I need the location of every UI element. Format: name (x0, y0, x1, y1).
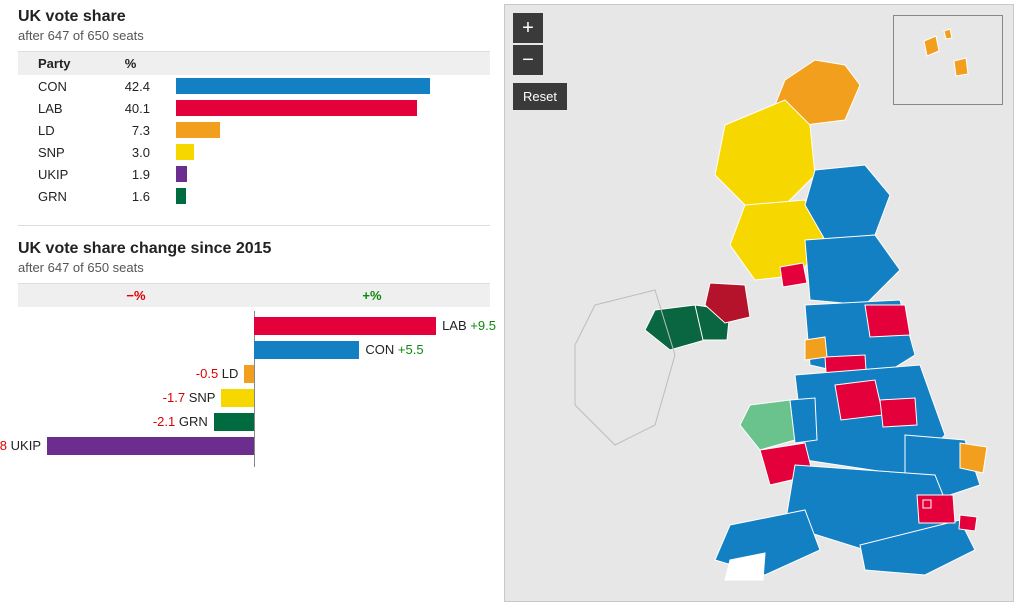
party-label: CON (18, 79, 103, 94)
party-label: LD (18, 123, 103, 138)
header-neg: −% (18, 284, 254, 307)
vote-share-title: UK vote share (18, 8, 490, 26)
map-region-scotland-con2[interactable] (805, 235, 900, 305)
change-label: LAB +9.5 (442, 318, 496, 333)
change-row: CON +5.5 (18, 339, 490, 361)
party-label: SNP (18, 145, 103, 160)
header-pct: % (103, 56, 158, 71)
party-label: UKIP (18, 167, 103, 182)
vote-share-row: SNP3.0 (18, 141, 490, 163)
bar-wrap (158, 78, 490, 94)
pct-value: 42.4 (103, 79, 158, 94)
map-region-london-lab[interactable] (917, 495, 955, 523)
vote-share-row: LAB40.1 (18, 97, 490, 119)
change-header: −% +% (18, 283, 490, 307)
map-region-east-orange[interactable] (960, 443, 987, 473)
vote-share-rows: CON42.4LAB40.1LD7.3SNP3.0UKIP1.9GRN1.6 (18, 75, 490, 207)
map-region-london-lab-speck1[interactable] (923, 500, 931, 508)
change-row: -0.5 LD (18, 363, 490, 385)
vote-share-header: Party % (18, 51, 490, 75)
bar-wrap (158, 100, 490, 116)
change-label: CON +5.5 (365, 342, 423, 357)
change-label: -0.5 LD (196, 366, 239, 381)
bar-wrap (158, 188, 490, 204)
change-row: -1.7 SNP (18, 387, 490, 409)
pct-value: 7.3 (103, 123, 158, 138)
change-row: LAB +9.5 (18, 315, 490, 337)
bar (176, 166, 187, 182)
header-pos: +% (254, 284, 490, 307)
map-region-wales-con[interactable] (790, 398, 817, 443)
map-region-scotland-lab[interactable] (780, 263, 807, 287)
bar (176, 100, 417, 116)
inset-shape-2[interactable] (944, 29, 952, 39)
change-subtitle: after 647 of 650 seats (18, 260, 490, 275)
change-title: UK vote share change since 2015 (18, 240, 490, 258)
inset-shape-1[interactable] (954, 58, 968, 76)
inset-svg (894, 16, 1004, 106)
map-region-nw-orange[interactable] (805, 337, 827, 360)
map-region-mid-lab1[interactable] (835, 380, 883, 420)
vote-share-row: GRN1.6 (18, 185, 490, 207)
change-bar (221, 389, 254, 407)
change-row: -10.8 UKIP (18, 435, 490, 457)
map-region-wales-pc[interactable] (740, 400, 795, 450)
map-column: + − Reset (500, 0, 1022, 606)
bar (176, 122, 220, 138)
map-region-south-lab2[interactable] (959, 515, 977, 531)
bar-wrap (158, 122, 490, 138)
charts-panel: UK vote share after 647 of 650 seats Par… (0, 0, 500, 606)
map-region-mid-lab2[interactable] (880, 398, 917, 427)
map-panel[interactable]: + − Reset (504, 4, 1014, 602)
bar (176, 144, 194, 160)
pct-value: 1.6 (103, 189, 158, 204)
pct-value: 1.9 (103, 167, 158, 182)
vote-share-row: LD7.3 (18, 119, 490, 141)
bar (176, 188, 186, 204)
vote-share-subtitle: after 647 of 650 seats (18, 28, 490, 43)
change-label: -2.1 GRN (153, 414, 208, 429)
map-region-scotland-snp1[interactable] (715, 100, 815, 205)
change-chart: UK vote share change since 2015 after 64… (18, 240, 490, 467)
pct-value: 3.0 (103, 145, 158, 160)
inset-shape-0[interactable] (924, 36, 939, 56)
change-bar (47, 437, 254, 455)
map-region-ne-lab1[interactable] (865, 305, 910, 337)
bar (176, 78, 430, 94)
change-area: LAB +9.5 CON +5.5 -0.5 LD -1.7 SNP -2.1 GRN -… (18, 311, 490, 467)
change-label: -1.7 SNP (163, 390, 216, 405)
change-bar (214, 413, 254, 431)
change-bar (244, 365, 254, 383)
divider (18, 225, 490, 226)
vote-share-row: CON42.4 (18, 75, 490, 97)
change-label: -10.8 UKIP (0, 438, 41, 453)
party-label: GRN (18, 189, 103, 204)
party-label: LAB (18, 101, 103, 116)
change-bar (254, 341, 359, 359)
bar-wrap (158, 166, 490, 182)
map-inset[interactable] (893, 15, 1003, 105)
bar-wrap (158, 144, 490, 160)
pct-value: 40.1 (103, 101, 158, 116)
header-party: Party (18, 56, 103, 71)
vote-share-row: UKIP1.9 (18, 163, 490, 185)
change-bar (254, 317, 436, 335)
vote-share-chart: UK vote share after 647 of 650 seats Par… (18, 8, 490, 207)
map-region-ni-sf1[interactable] (645, 305, 705, 350)
change-row: -2.1 GRN (18, 411, 490, 433)
